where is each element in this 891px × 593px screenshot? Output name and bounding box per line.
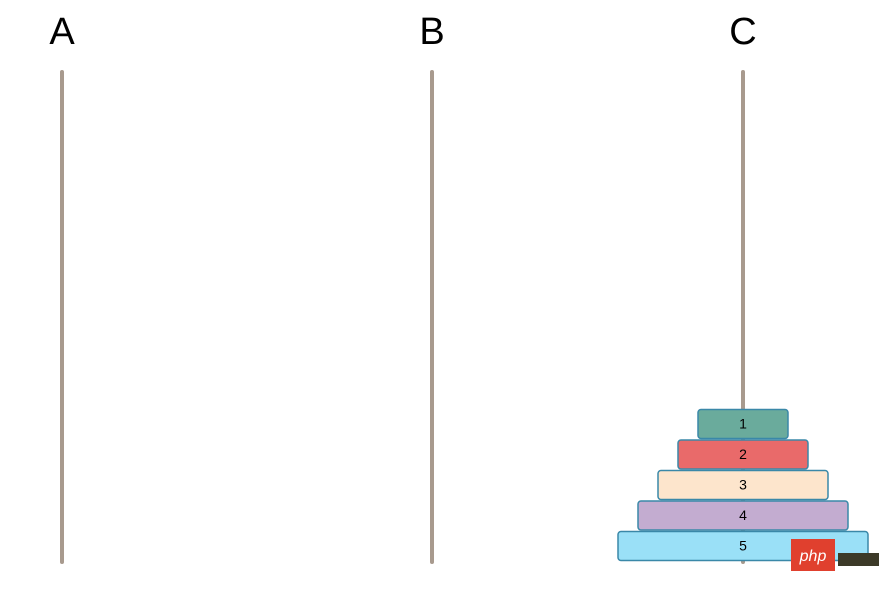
peg-label: B — [419, 11, 444, 53]
disk — [657, 469, 829, 501]
disk-label: 5 — [739, 537, 747, 553]
disk — [637, 500, 849, 531]
watermark-badge — [791, 539, 835, 571]
peg-label: C — [729, 11, 756, 53]
watermark-text: php — [799, 548, 827, 565]
disk-label: 3 — [739, 476, 747, 492]
peg-label: A — [49, 11, 75, 53]
disk-label: 1 — [739, 415, 747, 431]
watermark-bar — [838, 553, 879, 566]
disk — [697, 408, 789, 440]
disk — [677, 439, 809, 470]
disk-label: 2 — [739, 446, 747, 462]
disk-label: 4 — [739, 507, 747, 523]
